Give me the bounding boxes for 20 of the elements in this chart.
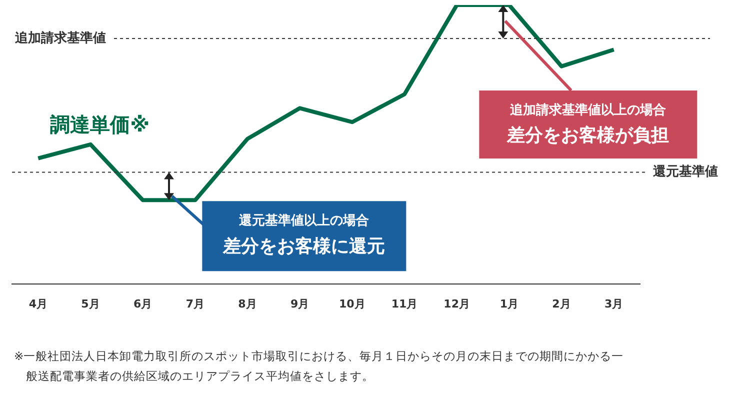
x-tick-label: 10月 bbox=[339, 297, 366, 310]
x-tick-label: 6月 bbox=[134, 297, 152, 310]
annotation: 還元基準値以上の場合 bbox=[238, 212, 370, 229]
x-tick-label: 8月 bbox=[238, 297, 257, 310]
annotation: 追加請求基準値以上の場合 bbox=[509, 102, 666, 118]
annotation: 差分をお客様が負担 bbox=[506, 125, 670, 146]
x-tick-label: 3月 bbox=[604, 297, 624, 310]
ref-line-label: 還元基準値 bbox=[652, 164, 718, 180]
ref-line-label: 追加請求基準値 bbox=[14, 30, 106, 46]
x-tick-label: 5月 bbox=[81, 297, 100, 310]
annotation: 差分をお客様に還元 bbox=[222, 236, 386, 257]
x-tick-label: 11月 bbox=[391, 297, 418, 310]
x-tick-label: 4月 bbox=[28, 297, 48, 310]
x-tick-label: 12月 bbox=[444, 297, 470, 310]
series-label: 調達単価※ bbox=[50, 112, 150, 137]
x-tick-label: 9月 bbox=[290, 297, 310, 310]
text: ※一般社団法人日本卸電力取引所のスポット市場取引における、毎月１日からその月の末日までの期間にかかる一般送配電事業者の供給区域のエリアプライス平均値をさします。 bbox=[14, 348, 624, 383]
x-tick-label: 2月 bbox=[552, 297, 571, 310]
x-tick-label: 1月 bbox=[500, 297, 518, 310]
x-tick-label: 7月 bbox=[186, 297, 204, 310]
